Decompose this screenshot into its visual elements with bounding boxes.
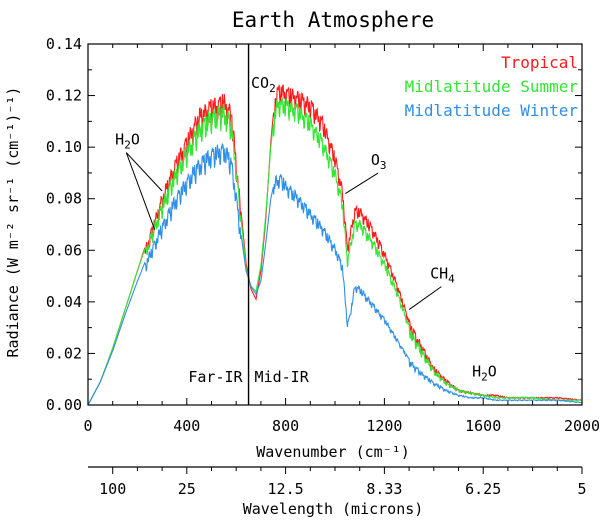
y-tick-label: 0.06 bbox=[46, 241, 82, 259]
series-layer bbox=[87, 84, 583, 406]
annotation-h2o-right: H2O bbox=[472, 363, 497, 384]
annotation-pointer bbox=[408, 286, 442, 311]
annotation-co2: CO2 bbox=[251, 74, 276, 95]
legend-entry: Tropical bbox=[501, 53, 578, 72]
annotation-layer: H2O CO2 O3 CH4 H2O bbox=[115, 74, 497, 384]
chart-title: Earth Atmosphere bbox=[232, 8, 434, 32]
annotation-label: CO2 bbox=[251, 74, 276, 95]
y-tick-label: 0.04 bbox=[46, 293, 82, 311]
y-tick-label: 0.14 bbox=[46, 35, 82, 53]
secondary-x-tick-label: 25 bbox=[178, 480, 196, 498]
secondary-x-axis-title: Wavelength (microns) bbox=[243, 500, 424, 518]
x-tick-label: 1600 bbox=[465, 417, 501, 435]
x-tick-label: 800 bbox=[272, 417, 299, 435]
annotation-pointer bbox=[125, 152, 156, 230]
secondary-x-tick-label: 12.5 bbox=[268, 480, 304, 498]
annotation-ch4: CH4 bbox=[408, 265, 455, 311]
annotation-label: H2O bbox=[472, 363, 497, 384]
y-axis-title: Radiance (W m⁻² sr⁻¹ (cm⁻¹)⁻¹) bbox=[4, 87, 22, 358]
legend: Tropical Midlatitude Summer Midlatitude Wi… bbox=[405, 53, 579, 120]
mid-ir-label: Mid-IR bbox=[255, 368, 310, 386]
legend-entry: Midlatitude Winter bbox=[405, 101, 579, 120]
annotation-pointer bbox=[125, 152, 163, 192]
annotation-label: O3 bbox=[371, 151, 387, 172]
y-tick-label: 0.00 bbox=[46, 396, 82, 414]
x-axis-title: Wavenumber (cm⁻¹) bbox=[256, 443, 410, 461]
annotation-label: CH4 bbox=[430, 265, 455, 286]
far-ir-label: Far-IR bbox=[188, 368, 243, 386]
series-line-midlatitude-winter bbox=[87, 143, 583, 406]
y-tick-label: 0.02 bbox=[46, 344, 82, 362]
x-tick-label: 0 bbox=[83, 417, 92, 435]
x-tick-label: 2000 bbox=[564, 417, 600, 435]
legend-entry: Midlatitude Summer bbox=[405, 77, 579, 96]
x-tick-label: 1200 bbox=[366, 417, 402, 435]
axis-layer: Far-IR Mid-IR 0 400 800 1200 1600 2000 0.00 0.02 0… bbox=[46, 35, 600, 498]
y-tick-label: 0.08 bbox=[46, 190, 82, 208]
annotation-o3: O3 bbox=[345, 151, 387, 194]
x-tick-label: 400 bbox=[173, 417, 200, 435]
annotation-pointer bbox=[345, 172, 379, 194]
secondary-x-tick-label: 100 bbox=[99, 480, 126, 498]
y-tick-label: 0.10 bbox=[46, 138, 82, 156]
annotation-h2o-left: H2O bbox=[115, 131, 163, 230]
series-line-midlatitude-summer bbox=[87, 97, 583, 406]
secondary-x-tick-label: 5 bbox=[577, 480, 586, 498]
secondary-x-tick-label: 6.25 bbox=[465, 480, 501, 498]
y-tick-label: 0.12 bbox=[46, 87, 82, 105]
annotation-label: H2O bbox=[115, 131, 140, 152]
secondary-x-tick-label: 8.33 bbox=[366, 480, 402, 498]
